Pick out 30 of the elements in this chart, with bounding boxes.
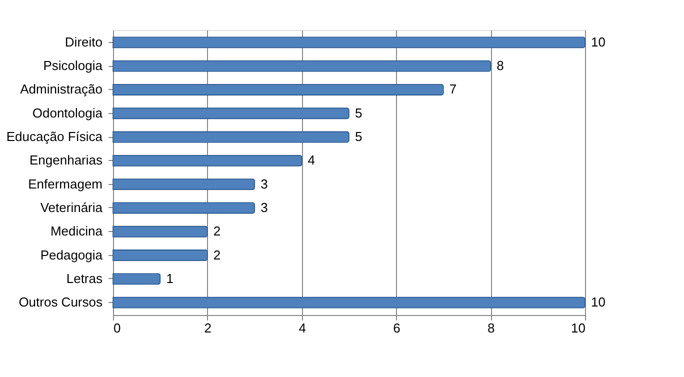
data-label: 7 [449,82,457,97]
y-tick-label: Engenharias [30,152,103,168]
data-label: 10 [591,34,606,50]
x-tick-label: 6 [393,320,400,336]
x-tick-label: 10 [571,320,586,336]
y-tick-label: Psicologia [43,58,104,74]
data-label: 5 [355,129,362,144]
y-tick-label: Enfermagem [28,176,102,192]
data-label: 2 [213,224,221,239]
data-label: 8 [496,58,504,74]
y-tick-label: Administração [20,82,102,97]
data-label: 3 [260,200,268,215]
data-label: 2 [213,247,221,262]
y-tick-label: Letras [66,270,103,286]
y-tick-label: Outros Cursos [18,294,103,310]
y-tick-label: Medicina [50,224,104,239]
y-tick-label: Odontologia [32,105,104,120]
x-tick-label: 2 [204,320,212,336]
y-tick-label: Pedagogia [40,247,104,262]
x-tick-label: 8 [487,320,495,336]
data-label: 4 [308,152,316,168]
x-tick-label: 0 [114,320,121,336]
data-label: 1 [166,270,174,286]
y-tick-label: Educação Física [6,129,104,144]
data-label: 5 [355,105,362,120]
data-label: 3 [260,176,268,192]
y-tick-label: Direito [64,34,102,50]
data-label: 10 [591,294,606,310]
y-tick-label: Veterinária [40,200,104,215]
x-tick-label: 4 [298,320,306,336]
